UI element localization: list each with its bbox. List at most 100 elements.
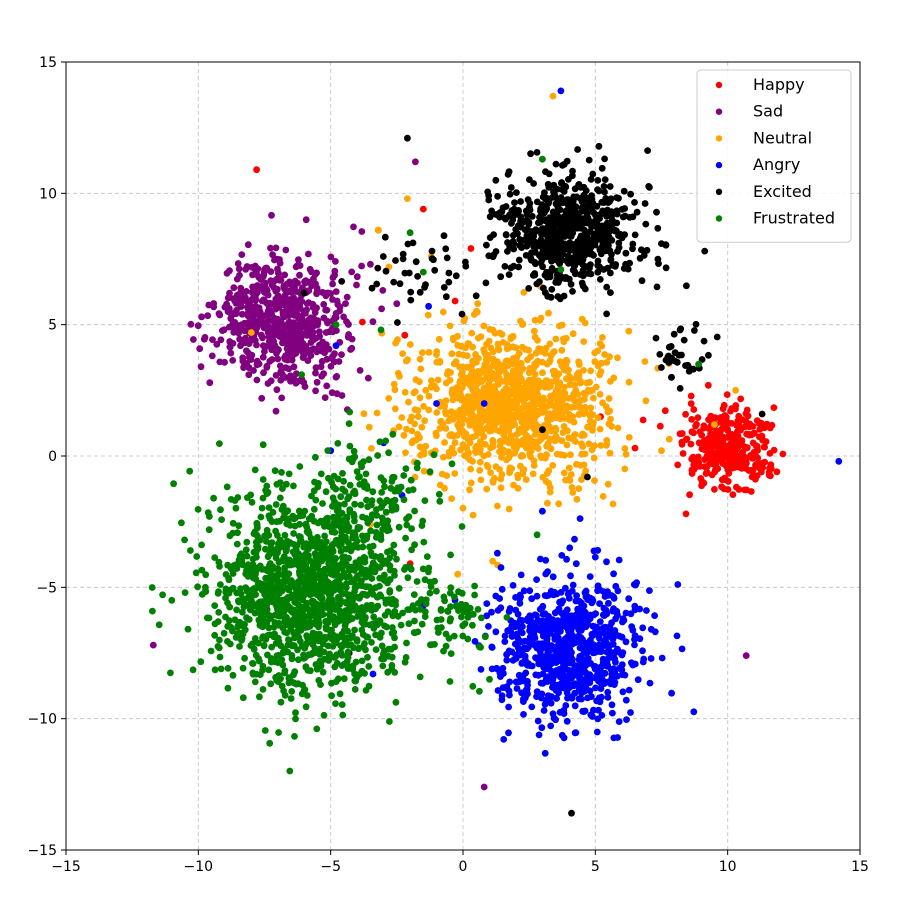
point-frustrated <box>259 441 267 449</box>
point-angry <box>614 734 621 741</box>
point-neutral <box>552 407 560 415</box>
point-excited <box>620 265 628 272</box>
point-neutral <box>450 360 458 368</box>
point-angry <box>485 623 492 630</box>
point-angry <box>547 699 555 707</box>
point-frustrated <box>303 619 310 627</box>
point-frustrated <box>262 537 270 545</box>
point-frustrated <box>373 593 381 601</box>
point-neutral <box>505 439 513 447</box>
point-frustrated <box>391 669 399 676</box>
point-neutral <box>544 499 551 507</box>
point-excited <box>511 199 518 207</box>
point-sad <box>313 378 321 386</box>
point-frustrated <box>386 576 394 583</box>
point-frustrated <box>284 641 292 649</box>
point-neutral <box>622 450 630 458</box>
point-frustrated <box>276 589 284 596</box>
point-sad <box>292 342 299 350</box>
point-neutral <box>428 377 435 385</box>
point-happy <box>693 463 700 471</box>
point-excited <box>572 203 580 211</box>
point-neutral <box>604 480 612 488</box>
point-happy <box>687 400 695 407</box>
point-excited <box>658 364 665 371</box>
point-frustrated <box>390 567 398 575</box>
point-frustrated <box>211 602 219 609</box>
point-angry <box>549 573 557 581</box>
point-neutral <box>504 385 511 393</box>
point-angry <box>572 729 580 737</box>
point-frustrated <box>368 575 376 582</box>
point-sad <box>190 336 197 343</box>
point-angry <box>631 641 638 649</box>
point-happy <box>743 406 751 414</box>
point-neutral <box>587 367 594 375</box>
point-sad <box>234 260 242 267</box>
point-sad <box>335 358 343 365</box>
point-neutral <box>522 476 530 483</box>
point-frustrated <box>270 633 278 641</box>
point-sad <box>204 312 212 320</box>
point-frustrated <box>385 645 392 653</box>
point-angry <box>622 609 630 617</box>
point-sad <box>196 345 204 353</box>
point-frustrated <box>317 681 324 688</box>
point-excited <box>458 310 466 318</box>
point-frustrated <box>242 584 250 591</box>
point-sad <box>320 314 328 322</box>
point-angry <box>369 670 377 678</box>
point-frustrated <box>278 506 286 513</box>
point-neutral <box>491 383 498 390</box>
point-frustrated <box>372 646 380 653</box>
point-excited <box>567 280 575 288</box>
point-sad <box>232 310 240 318</box>
point-excited <box>392 257 399 264</box>
point-frustrated <box>197 658 205 666</box>
point-angry <box>553 649 561 657</box>
point-neutral <box>401 388 409 396</box>
point-frustrated <box>261 727 269 734</box>
point-angry <box>535 731 543 739</box>
point-frustrated <box>342 573 350 581</box>
point-angry <box>516 591 524 599</box>
point-angry <box>550 714 558 722</box>
point-neutral <box>577 462 585 469</box>
point-neutral <box>489 477 497 485</box>
point-neutral <box>472 351 479 358</box>
point-frustrated <box>284 576 292 584</box>
point-neutral <box>451 439 459 447</box>
point-sad <box>343 293 351 301</box>
point-neutral <box>565 464 573 472</box>
point-frustrated <box>194 583 202 591</box>
point-neutral <box>537 454 545 461</box>
point-excited <box>523 216 531 224</box>
point-frustrated <box>186 467 194 475</box>
point-sad <box>275 269 282 277</box>
point-sad <box>264 310 271 317</box>
point-angry <box>541 749 549 757</box>
point-frustrated <box>385 596 393 603</box>
point-neutral <box>523 424 530 432</box>
point-angry <box>565 666 573 674</box>
point-neutral <box>483 485 491 493</box>
point-excited <box>613 207 621 215</box>
point-sad <box>215 310 223 318</box>
point-frustrated <box>288 655 296 663</box>
point-sad <box>293 370 300 377</box>
point-happy <box>724 478 732 485</box>
point-frustrated <box>292 557 299 564</box>
point-frustrated <box>302 703 310 711</box>
point-excited <box>407 288 415 296</box>
point-angry <box>613 608 620 616</box>
point-neutral <box>449 415 457 423</box>
point-excited <box>428 247 436 255</box>
point-neutral <box>459 351 467 359</box>
point-sad <box>252 296 259 304</box>
point-sad <box>277 376 285 384</box>
point-sad <box>292 263 300 271</box>
point-neutral <box>530 462 538 469</box>
point-excited <box>579 272 587 280</box>
point-neutral <box>602 403 610 411</box>
point-excited <box>486 234 494 242</box>
